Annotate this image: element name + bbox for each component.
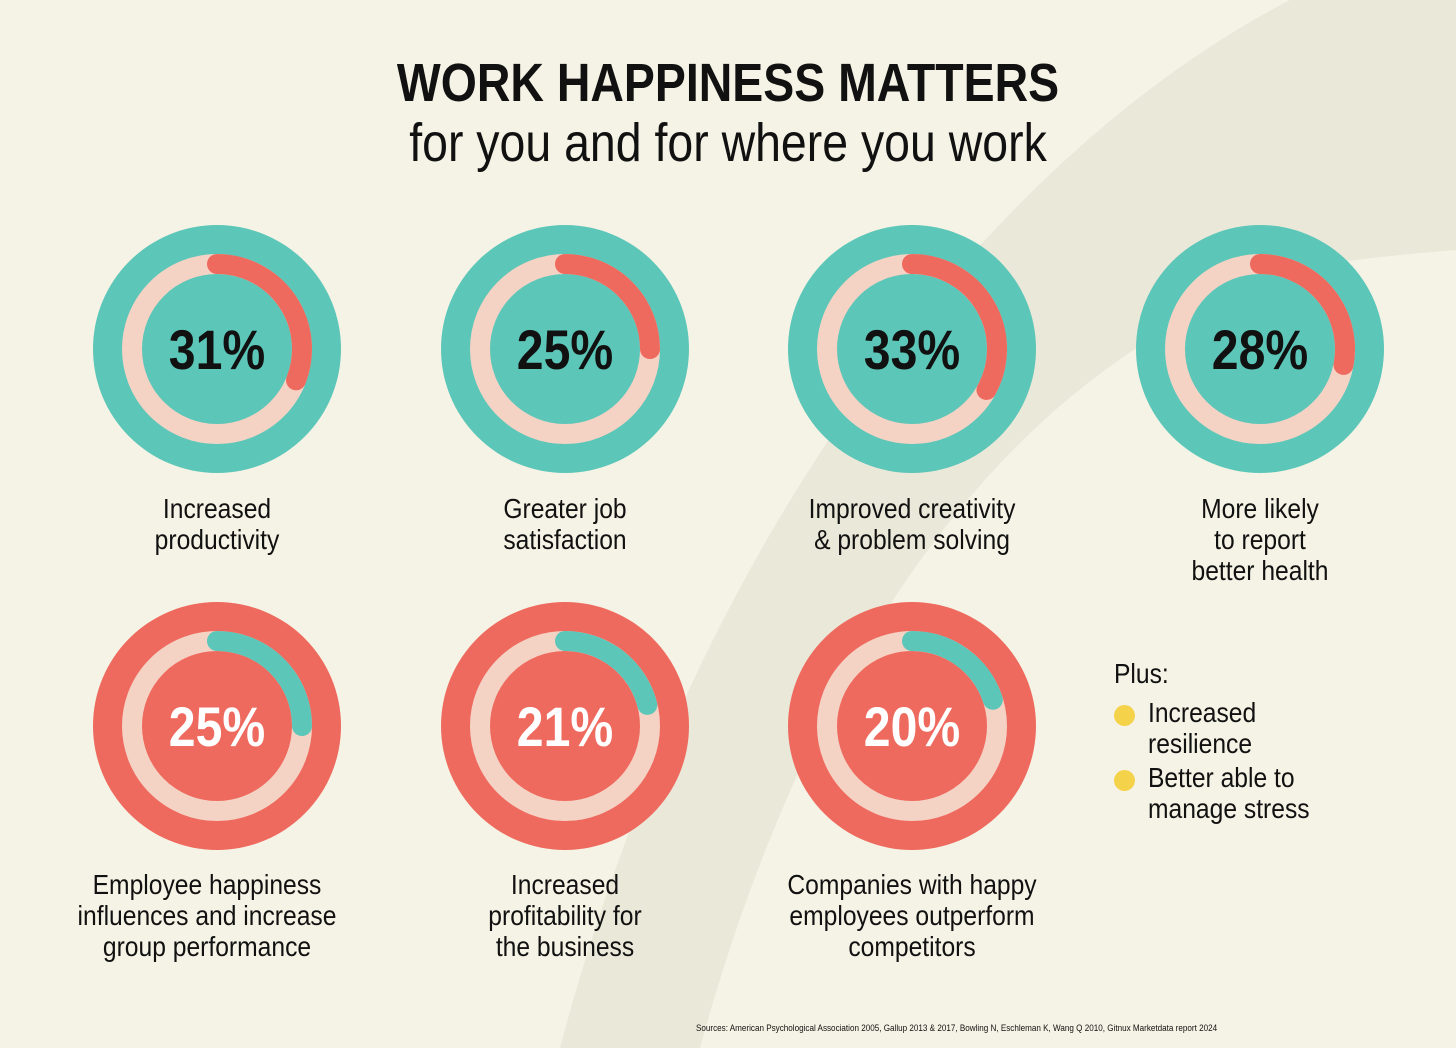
gauge-percent-label: 25% — [168, 694, 266, 758]
gauge-percent-label: 28% — [1211, 317, 1309, 381]
gauge-caption: More likely to report better health — [1191, 493, 1329, 586]
gauge-caption: Greater job satisfaction — [503, 493, 627, 555]
gauge-chart: 33% — [787, 224, 1037, 474]
sources-footnote: Sources: American Psychological Associat… — [696, 1023, 1218, 1033]
page-title: WORK HAPPINESS MATTERS — [396, 53, 1060, 113]
gauge-chart: 28% — [1135, 224, 1385, 474]
gauge-caption: Employee happiness influences and increa… — [77, 869, 337, 962]
gauge-caption: Improved creativity & problem solving — [808, 493, 1016, 555]
gauge-percent-label: 33% — [863, 317, 961, 381]
gauge-svg — [93, 225, 341, 473]
gauge-chart: 31% — [92, 224, 342, 474]
gauge-svg — [441, 225, 689, 473]
gauge-svg — [441, 602, 689, 850]
plus-item-text: Better able to manage stress — [1148, 762, 1310, 824]
page-subtitle: for you and for where you work — [409, 113, 1047, 173]
gauge-chart: 21% — [440, 601, 690, 851]
gauge-percent-label: 20% — [863, 694, 961, 758]
gauge-svg — [93, 602, 341, 850]
gauge-value-arc — [902, 254, 1007, 400]
gauge-chart: 25% — [440, 224, 690, 474]
gauge-percent-label: 25% — [516, 317, 614, 381]
gauge-value-arc — [207, 631, 312, 736]
bullet-dot-icon — [1114, 705, 1135, 726]
gauge-value-arc — [1250, 254, 1355, 375]
plus-item-text: Increased resilience — [1148, 697, 1257, 759]
gauge-svg — [788, 225, 1036, 473]
gauge-svg — [788, 602, 1036, 850]
gauge-caption: Increased profitability for the business — [488, 869, 642, 962]
gauge-caption: Increased productivity — [154, 493, 280, 555]
gauge-svg — [1136, 225, 1384, 473]
gauge-value-arc — [555, 631, 658, 715]
gauge-percent-label: 21% — [516, 694, 614, 758]
gauge-percent-label: 31% — [168, 317, 266, 381]
bullet-dot-icon — [1114, 770, 1135, 791]
gauge-value-arc — [207, 254, 312, 391]
gauge-value-arc — [555, 254, 660, 359]
gauge-caption: Companies with happy employees outperfor… — [787, 869, 1037, 962]
plus-heading: Plus: — [1114, 658, 1169, 689]
gauge-chart: 20% — [787, 601, 1037, 851]
gauge-value-arc — [902, 631, 1003, 710]
gauge-chart: 25% — [92, 601, 342, 851]
